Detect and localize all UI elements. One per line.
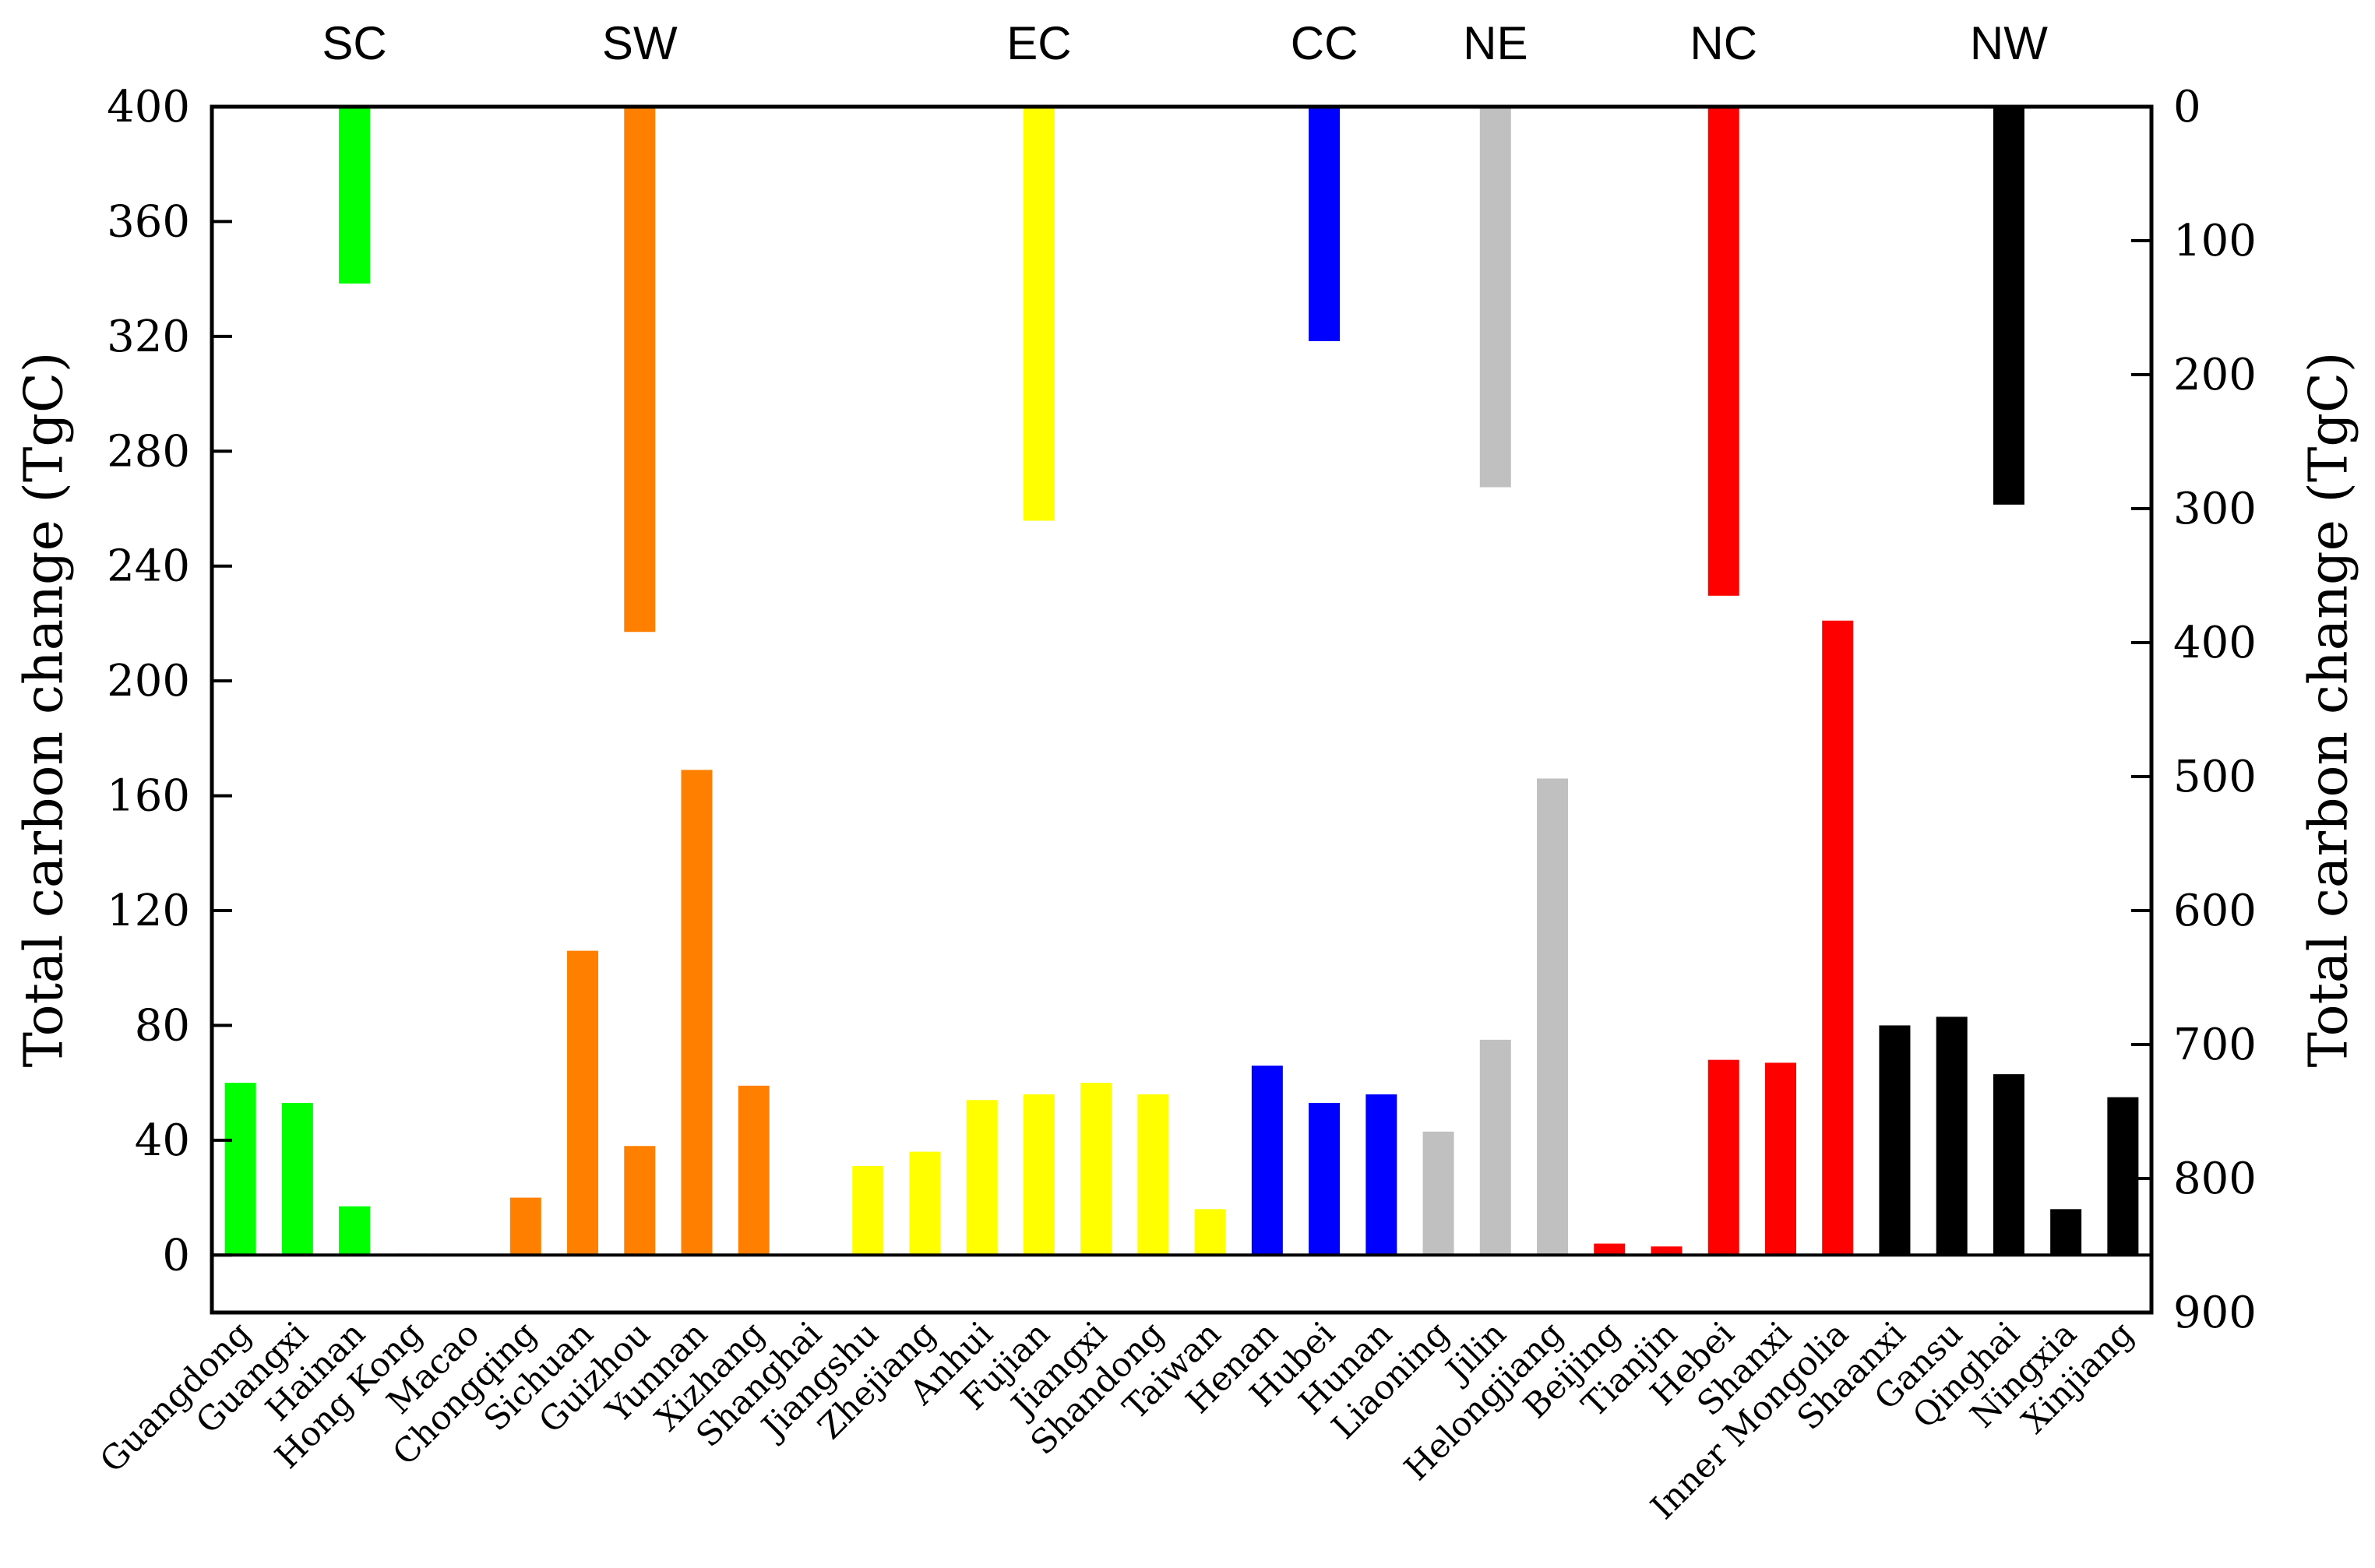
region-label-sw: SW [602,17,678,69]
province-bar-jiangxi [1080,1083,1112,1256]
province-bar-chongqing [509,1197,541,1256]
left-tick-label: 200 [107,656,190,706]
right-tick-label: 800 [2173,1154,2257,1204]
region-bar-sw [624,107,656,632]
province-bar-fujian [1023,1094,1055,1256]
region-bar-sc [339,107,371,284]
region-label-nw: NW [1970,17,2048,69]
right-tick-label: 600 [2173,886,2257,936]
region-label-cc: CC [1291,17,1358,69]
province-bar-guizhou [624,1146,656,1256]
region-labels: SC SW EC CC NE NC NW [322,17,2048,69]
left-tick-label: 120 [107,886,190,936]
left-tick-label: 280 [107,426,190,477]
province-bar-liaoning [1422,1131,1454,1256]
right-tick-label: 200 [2173,350,2257,400]
province-bar-shanxi [1764,1062,1796,1256]
left-tick-label: 240 [107,541,190,592]
province-bar-jilin [1479,1039,1511,1256]
province-bar-hunan [1365,1094,1397,1256]
plot-frame [210,104,2154,1315]
region-bar-ec [1023,107,1055,521]
bars-layer [224,107,2139,1256]
left-axis-title: Total carbon change (TgC) [14,352,76,1068]
left-tick-label: 400 [107,82,190,132]
province-bar-taiwan [1194,1209,1226,1256]
province-bar-tianjin [1651,1246,1683,1256]
province-bar-gansu [1936,1017,1968,1256]
province-bar-zhejiang [909,1151,941,1256]
region-bar-nc [1707,107,1739,596]
province-bar-jiangshu [852,1166,884,1256]
right-tick-label: 0 [2173,82,2201,132]
province-bar-xizhang [738,1085,770,1256]
province-bar-shandong [1137,1094,1169,1256]
province-bar-sichuan [567,950,599,1256]
province-bar-henan [1251,1066,1283,1256]
left-axis: 0 40 80 120 160 200 240 280 320 360 400 [107,82,232,1281]
province-bar-shaanxi [1879,1025,1911,1256]
province-bar-guangxi [281,1102,313,1256]
region-label-sc: SC [322,17,386,69]
left-tick-label: 320 [107,312,190,362]
region-bar-cc [1309,107,1341,341]
province-bar-anhui [966,1100,998,1256]
right-axis-title: Total carbon change (TgC) [2299,352,2360,1068]
right-tick-label: 100 [2173,216,2257,266]
left-tick-label: 40 [135,1115,190,1166]
province-bar-guangdong [224,1083,256,1256]
province-bar-yunnan [681,770,713,1256]
left-tick-label: 80 [135,1000,190,1051]
right-tick-label: 900 [2173,1288,2257,1338]
province-bar-helongjiang [1537,778,1569,1256]
province-bar-hebei [1707,1059,1739,1256]
province-bar-inner-mongolia [1822,620,1854,1256]
region-bar-ne [1479,107,1511,488]
province-bar-xinjiang [2107,1097,2139,1256]
province-bar-beijing [1594,1243,1626,1256]
right-tick-label: 300 [2173,484,2257,534]
province-bar-hubei [1309,1102,1341,1256]
region-label-ec: EC [1006,17,1071,69]
right-axis: 0 100 200 300 400 500 600 700 800 900 [2131,82,2257,1338]
left-tick-label: 0 [162,1230,190,1281]
province-bar-qinghai [1993,1074,2024,1256]
left-tick-label: 360 [107,196,190,247]
region-bar-nw [1993,107,2024,505]
left-tick-label: 160 [107,771,190,822]
right-tick-label: 400 [2173,618,2257,668]
province-bar-ningxia [2050,1209,2082,1256]
region-label-ne: NE [1463,17,1528,69]
right-tick-label: 500 [2173,752,2257,802]
province-bar-hainan [339,1206,371,1256]
region-label-nc: NC [1690,17,1757,69]
right-tick-label: 700 [2173,1020,2257,1070]
